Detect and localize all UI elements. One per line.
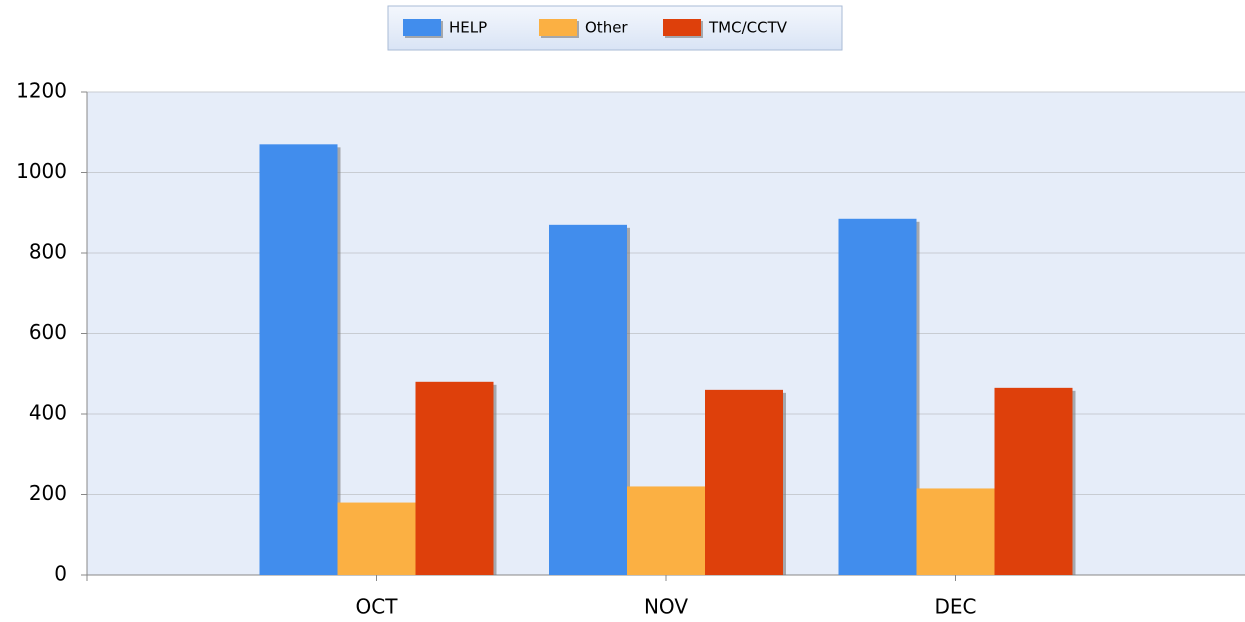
bar [838,218,917,575]
y-tick-label: 600 [29,320,67,344]
y-tick-label: 0 [54,562,67,586]
y-tick-label: 1000 [16,159,67,183]
y-tick-label: 200 [29,481,67,505]
bar [337,502,416,575]
bar [259,144,338,575]
legend: HELP Other TMC/CCTV [387,5,843,51]
legend-box [387,5,843,51]
legend-label: HELP [449,19,487,37]
x-tick-label: DEC [934,595,976,619]
legend-label: TMC/CCTV [708,19,788,37]
legend-label: Other [585,19,628,37]
y-tick-label: 800 [29,240,67,264]
y-tick-label: 400 [29,401,67,425]
legend-swatch [663,19,701,36]
bar [415,381,494,575]
bar [627,486,705,575]
bar [549,224,627,575]
bar [994,387,1073,575]
legend-swatch [403,19,441,36]
bar [916,488,995,575]
x-tick-label: OCT [356,595,399,619]
x-tick-label: NOV [644,595,688,619]
bar [705,389,783,575]
legend-swatch [539,19,577,36]
y-tick-label: 1200 [16,79,67,103]
